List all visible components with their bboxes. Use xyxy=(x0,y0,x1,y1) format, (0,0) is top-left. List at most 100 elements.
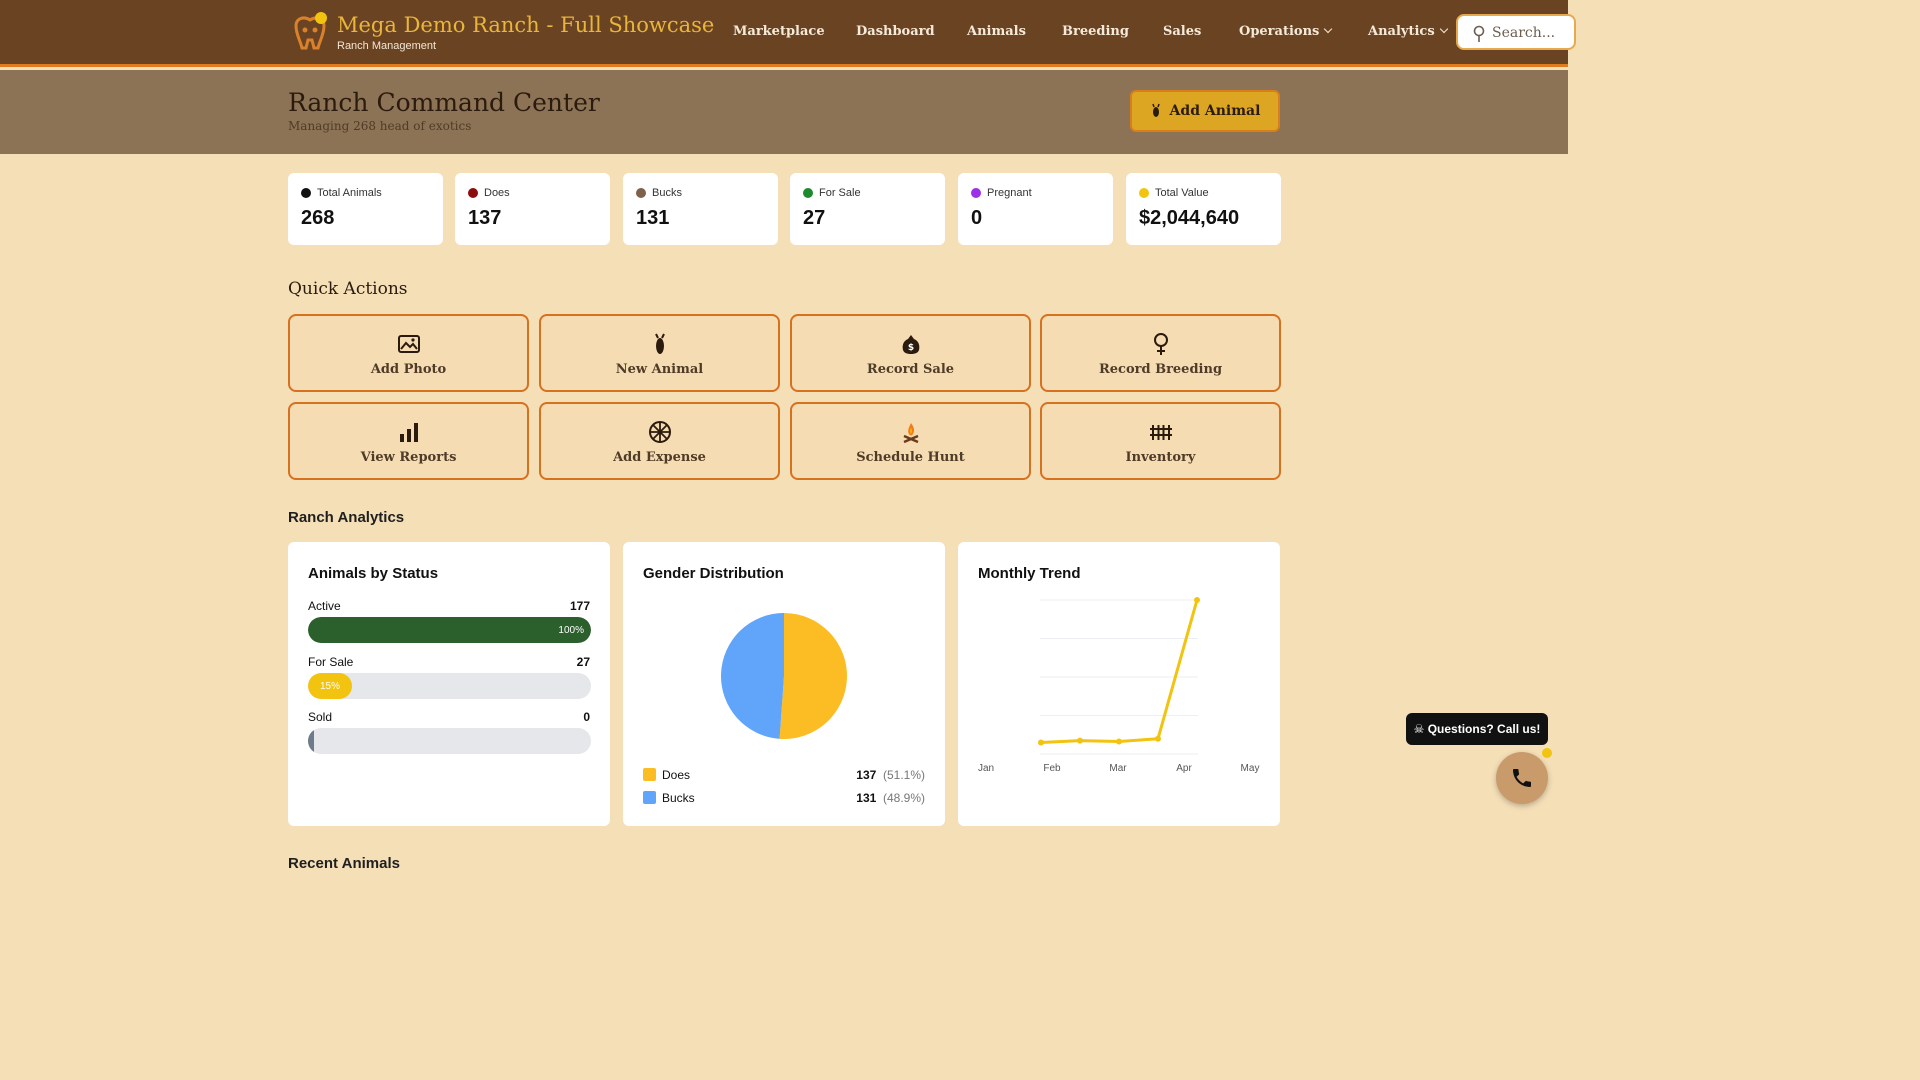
status-dot-icon xyxy=(468,188,478,198)
nav-label: Dashboard xyxy=(856,24,935,39)
nav-label: Operations xyxy=(1239,24,1320,39)
nav-dashboard[interactable]: Dashboard xyxy=(856,24,935,39)
quick-action-label: New Animal xyxy=(615,362,704,377)
quick-action-label: Schedule Hunt xyxy=(856,450,965,465)
stat-value: 131 xyxy=(636,207,670,229)
bar-label: Active xyxy=(308,599,341,613)
svg-text:$: $ xyxy=(907,343,913,353)
legend-name: Bucks xyxy=(662,791,695,805)
trend-point-mar[interactable] xyxy=(1116,738,1122,745)
nav-operations[interactable]: Operations xyxy=(1239,24,1333,39)
page-subtitle: Managing 268 head of exotics xyxy=(288,119,472,133)
view-reports-button[interactable]: View Reports xyxy=(288,402,529,480)
status-dot-icon xyxy=(636,188,646,198)
nav-analytics[interactable]: Analytics xyxy=(1368,24,1448,39)
deer-icon xyxy=(654,333,665,354)
nav-animals[interactable]: Animals xyxy=(967,24,1026,39)
add-expense-button[interactable]: Add Expense xyxy=(539,402,780,480)
legend-name: Does xyxy=(662,768,691,782)
quick-action-label: Add Photo xyxy=(370,362,447,377)
record-breeding-button[interactable]: Record Breeding xyxy=(1040,314,1281,392)
trend-point-may[interactable] xyxy=(1194,597,1200,603)
bar-label: Sold xyxy=(308,710,333,724)
stat-label: Total Animals xyxy=(317,187,382,199)
legend-count: 131 xyxy=(856,791,877,805)
status-dot-icon xyxy=(803,188,813,198)
legend-swatch xyxy=(643,768,656,781)
record-sale-button[interactable]: $ Record Sale xyxy=(790,314,1031,392)
notification-dot xyxy=(1542,748,1552,758)
gender-pie-chart xyxy=(720,613,847,739)
quick-action-label: Add Expense xyxy=(613,450,706,465)
brand-title[interactable]: Mega Demo Ranch - Full Showcase xyxy=(337,13,715,37)
x-tick-label: May xyxy=(1241,763,1260,774)
help-tooltip: ☠ Questions? Call us! xyxy=(1406,713,1548,745)
ranch-analytics-title: Ranch Analytics xyxy=(288,509,405,526)
nav-label: Sales xyxy=(1163,24,1202,39)
chevron-down-icon xyxy=(1324,24,1333,34)
nav-label: Analytics xyxy=(1368,24,1435,39)
bar-percent: 15% xyxy=(319,680,340,692)
inventory-button[interactable]: Inventory xyxy=(1040,402,1281,480)
image-icon xyxy=(397,335,420,353)
quick-action-label: Record Breeding xyxy=(1098,362,1223,377)
trend-line xyxy=(1040,599,1199,744)
legend-swatch xyxy=(643,791,656,804)
legend-count: 137 xyxy=(856,768,877,782)
bar-fill-sold xyxy=(308,728,314,754)
add-animal-button[interactable]: Add Animal xyxy=(1130,90,1280,132)
bar-count: 27 xyxy=(576,655,590,669)
bar-percent: 100% xyxy=(558,624,584,636)
stat-label: Total Value xyxy=(1155,187,1209,199)
call-us-button[interactable] xyxy=(1496,752,1548,804)
nav-label: Marketplace xyxy=(733,24,825,39)
x-tick-label: Apr xyxy=(1176,763,1192,774)
quick-actions-title: Quick Actions xyxy=(288,279,408,299)
add-animal-label: Add Animal xyxy=(1169,103,1261,119)
fence-icon xyxy=(1149,425,1172,440)
search-input[interactable] xyxy=(1492,22,1576,44)
trend-point-apr[interactable] xyxy=(1155,735,1161,742)
stat-card-total-value: Total Value $2,044,640 xyxy=(1126,173,1281,245)
wagon-wheel-icon xyxy=(648,421,671,443)
nav-sales[interactable]: Sales xyxy=(1163,24,1201,39)
trend-panel: Monthly Trend Jan Feb Mar Apr May xyxy=(958,542,1280,826)
nav-breeding[interactable]: Breeding xyxy=(1062,24,1129,39)
schedule-hunt-button[interactable]: Schedule Hunt xyxy=(790,402,1031,480)
money-bag-icon: $ xyxy=(902,335,919,354)
bar-chart-icon xyxy=(399,423,418,442)
header-band xyxy=(0,70,1568,154)
stat-card-for-sale: For Sale 27 xyxy=(790,173,945,245)
quick-action-label: Inventory xyxy=(1125,450,1196,465)
stat-card-total-animals: Total Animals 268 xyxy=(288,173,443,245)
page-title: Ranch Command Center xyxy=(288,88,600,117)
panel-title: Animals by Status xyxy=(308,565,439,582)
recent-animals-title: Recent Animals xyxy=(288,855,400,872)
pie-slice-does[interactable] xyxy=(779,613,847,739)
status-panel: Animals by Status Active 177 100% For Sa… xyxy=(288,542,610,826)
top-navigation: Mega Demo Ranch - Full Showcase Ranch Ma… xyxy=(0,0,1576,67)
status-dot-icon xyxy=(1139,188,1149,198)
legend-row-bucks: Bucks 131 (48.9%) xyxy=(643,790,925,806)
search-box[interactable] xyxy=(1456,14,1576,50)
stat-label: For Sale xyxy=(819,187,861,199)
stat-card-bucks: Bucks 131 xyxy=(623,173,778,245)
pie-slice-bucks[interactable] xyxy=(720,613,784,739)
stat-value: 137 xyxy=(468,207,502,229)
quick-action-label: Record Sale xyxy=(866,362,955,377)
legend-row-does: Does 137 (51.1%) xyxy=(643,767,925,783)
panel-title: Monthly Trend xyxy=(978,565,1081,582)
trend-point-feb[interactable] xyxy=(1077,737,1083,744)
nav-marketplace[interactable]: Marketplace xyxy=(733,24,825,39)
stat-label: Pregnant xyxy=(987,187,1032,199)
add-photo-button[interactable]: Add Photo xyxy=(288,314,529,392)
stat-value: 268 xyxy=(301,207,335,229)
trend-point-jan[interactable] xyxy=(1038,739,1044,746)
quick-action-label: View Reports xyxy=(360,450,457,465)
x-tick-label: Jan xyxy=(978,763,994,774)
search-icon xyxy=(1473,25,1485,42)
bar-count: 0 xyxy=(583,710,590,724)
ranch-logo-icon[interactable] xyxy=(290,12,330,52)
new-animal-button[interactable]: New Animal xyxy=(539,314,780,392)
nav-label: Breeding xyxy=(1062,24,1129,39)
